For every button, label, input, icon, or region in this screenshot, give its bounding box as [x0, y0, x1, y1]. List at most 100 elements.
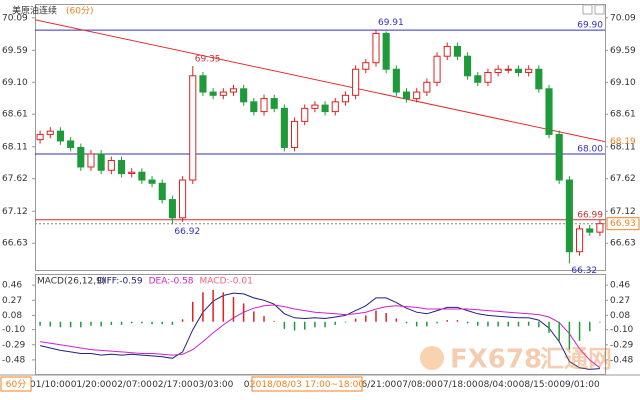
trend-line: [34, 19, 606, 143]
extreme-label: 69.91: [378, 18, 404, 28]
y-tick-label: 0.46: [610, 281, 630, 291]
y-tick-label: 68.61: [610, 110, 636, 120]
candle-body: [514, 68, 523, 74]
crosshair-box: [251, 376, 363, 392]
legend-name: MACD:: [200, 277, 230, 287]
period-badge[interactable]: [0, 376, 32, 392]
y-tick-label: 68.61: [2, 110, 28, 120]
extreme-label: 69.35: [195, 54, 221, 64]
y-tick-label: 69.10: [610, 78, 636, 88]
legend-value: -0.59: [119, 277, 143, 287]
y-tick-label: 70.09: [610, 13, 636, 23]
candle-body: [168, 199, 176, 219]
chart-title: 美原油连续: [12, 5, 57, 17]
x-tick-label: 02/07:00: [111, 380, 152, 390]
macd-title: MACD(26,12,9): [37, 277, 105, 287]
current-price-box: [606, 217, 640, 231]
candle-body: [56, 130, 64, 142]
candle-body: [240, 88, 248, 103]
candle-body: [555, 133, 563, 181]
x-tick-label: 02/17:00: [152, 380, 193, 390]
legend-value: -0.58: [170, 277, 194, 287]
candle-body: [392, 68, 400, 93]
candle-body: [525, 68, 533, 74]
extreme-label: 66.32: [571, 266, 597, 276]
x-tick-label: 06/21:00: [356, 380, 397, 390]
x-tick-label: 03/03:00: [193, 380, 234, 390]
x-tick-label: 01/20:00: [71, 380, 112, 390]
watermark: FX678 汇通网: [420, 345, 612, 375]
candle-body: [87, 153, 95, 168]
candle-body: [97, 153, 105, 171]
y-tick-label: 67.12: [2, 207, 28, 217]
y-tick-label: 0.46: [2, 281, 22, 291]
candle-body: [453, 45, 461, 57]
candle-body: [433, 55, 441, 83]
candle-body: [596, 223, 604, 233]
candle-body: [148, 179, 156, 184]
candle-body: [229, 88, 238, 93]
extreme-label: 66.92: [174, 227, 200, 237]
legend-value: -0.01: [230, 277, 253, 287]
candle-body: [382, 32, 390, 70]
macd-line: [40, 304, 601, 369]
y-tick-label: 66.63: [2, 239, 28, 249]
y-tick-label: -0.10: [2, 325, 26, 335]
candle-body: [464, 55, 472, 77]
candle-body: [189, 75, 197, 181]
legend-name: DIFF:: [97, 277, 119, 287]
candle-body: [199, 75, 207, 93]
candle-body: [67, 140, 75, 148]
candle-body: [219, 91, 227, 96]
candle-body: [565, 179, 573, 253]
candle-body: [423, 81, 431, 93]
y-tick-label: 68.11: [610, 142, 636, 152]
candle-body: [36, 133, 44, 141]
y-tick-label: 67.62: [2, 174, 28, 184]
candle-body: [474, 75, 482, 83]
candle-body: [413, 91, 421, 100]
current-price-label: 66.93: [610, 219, 636, 229]
y-tick-label: -0.29: [2, 340, 26, 350]
candle-body: [372, 32, 380, 64]
candle-body: [494, 68, 502, 74]
y-tick-label: 69.10: [2, 78, 28, 88]
candle-body: [402, 91, 411, 100]
candle-body: [77, 146, 85, 168]
y-tick-label: -0.48: [610, 355, 634, 365]
candle-body: [250, 101, 258, 113]
icon-button[interactable]: [582, 4, 593, 15]
y-tick-label: 69.59: [2, 46, 28, 56]
candle-body: [179, 179, 187, 219]
watermark-logo: [420, 346, 444, 370]
candle-body: [107, 159, 115, 171]
x-tick-label: 08/15:00: [519, 380, 560, 390]
y-tick-label: 68.11: [2, 142, 28, 152]
candle-body: [362, 62, 370, 70]
x-tick-label: 08/04:00: [478, 380, 519, 390]
y-tick-label: 69.59: [610, 46, 636, 56]
chart-subtitle: (60分): [66, 6, 93, 17]
icon-button[interactable]: [594, 4, 605, 15]
y-tick-label: 0.27: [610, 296, 630, 306]
candle-body: [260, 98, 268, 113]
candle-body: [138, 171, 146, 181]
candle-body: [280, 107, 288, 148]
period-badge-label: 60分: [6, 379, 26, 390]
candle-body: [321, 104, 329, 113]
y-tick-label: 0.08: [610, 311, 630, 321]
crosshair-label: 2018/08/03 17:00~18:00: [250, 380, 364, 390]
trend-line-label: 68.19: [610, 137, 636, 147]
level-label: 69.90: [577, 21, 603, 31]
candle-body: [301, 107, 309, 122]
candle-body: [443, 45, 451, 57]
x-tick-label: 01/10:00: [30, 380, 71, 390]
candle-body: [158, 182, 166, 201]
x-tick-label: 07/08:00: [396, 380, 437, 390]
candle-body: [128, 171, 136, 175]
candle-body: [291, 120, 299, 148]
x-tick-label: 09/01:00: [559, 380, 600, 390]
level-label: 68.00: [577, 144, 603, 154]
